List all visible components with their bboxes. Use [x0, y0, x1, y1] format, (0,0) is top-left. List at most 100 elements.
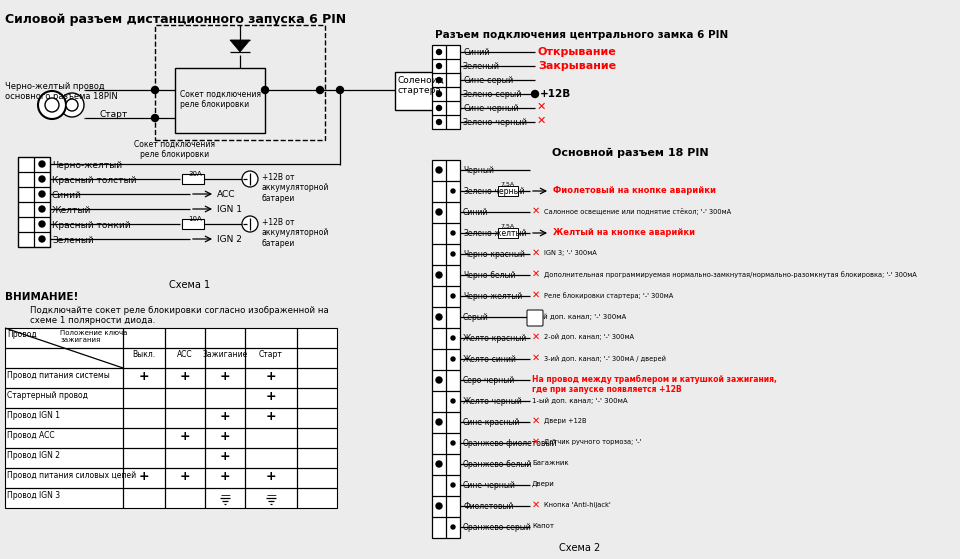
Text: +: +	[138, 470, 150, 483]
Text: ACC: ACC	[178, 350, 193, 359]
Text: ✕: ✕	[532, 290, 540, 300]
Text: Провод IGN 3: Провод IGN 3	[7, 491, 60, 500]
Text: 7,5А: 7,5А	[500, 182, 515, 187]
Text: Желтый на кнопке аварийки: Желтый на кнопке аварийки	[553, 228, 695, 237]
Text: На провод между трамблером и катушкой зажигания,
где при запуске появляется +12В: На провод между трамблером и катушкой за…	[532, 375, 777, 395]
Text: Старт: Старт	[259, 350, 283, 359]
Text: Синий: Синий	[463, 48, 490, 57]
Text: 30A: 30A	[188, 171, 202, 177]
Text: Зеленый: Зеленый	[463, 62, 500, 71]
Text: ACC: ACC	[217, 190, 235, 199]
Text: Кнопка 'Anti-hijack': Кнопка 'Anti-hijack'	[544, 502, 611, 508]
Text: Провод: Провод	[7, 330, 36, 339]
Text: +: +	[220, 410, 230, 423]
Text: 2-ой доп. канал; '-' 300мА: 2-ой доп. канал; '-' 300мА	[532, 313, 626, 320]
Bar	[395, 72, 460, 110]
Circle shape	[436, 419, 442, 425]
Text: Выкл.: Выкл.	[132, 350, 156, 359]
Text: Старт: Старт	[100, 110, 129, 119]
Bar	[18, 157, 50, 247]
Circle shape	[436, 314, 442, 320]
Circle shape	[39, 236, 45, 242]
Text: Зелено-черный: Зелено-черный	[463, 187, 524, 196]
Text: Провод ACC: Провод ACC	[7, 431, 55, 440]
Circle shape	[437, 92, 442, 97]
Text: Красный толстый: Красный толстый	[52, 176, 136, 185]
Text: +12В от
аккумуляторной
батареи: +12В от аккумуляторной батареи	[262, 218, 329, 248]
Circle shape	[451, 252, 455, 256]
Circle shape	[436, 377, 442, 383]
Bar	[5, 328, 337, 508]
Text: Провод питания системы: Провод питания системы	[7, 371, 109, 380]
Text: +: +	[180, 430, 190, 443]
Text: Черно-красный: Черно-красный	[463, 250, 525, 259]
Text: +: +	[266, 410, 276, 423]
Text: Желто-синий: Желто-синий	[463, 355, 516, 364]
Text: +: +	[266, 390, 276, 403]
Text: 3-ий доп. канал; '-' 300мА / дверей: 3-ий доп. канал; '-' 300мА / дверей	[544, 355, 666, 362]
Text: Сине-черный: Сине-черный	[463, 104, 518, 113]
Text: Провод IGN 2: Провод IGN 2	[7, 451, 60, 460]
Text: +: +	[220, 470, 230, 483]
Text: +: +	[266, 370, 276, 383]
Text: +: +	[180, 370, 190, 383]
Text: ✕: ✕	[532, 500, 540, 510]
Bar	[175, 68, 265, 133]
Text: Черно-белый: Черно-белый	[463, 271, 516, 280]
Circle shape	[437, 50, 442, 54]
Text: Серый: Серый	[463, 313, 489, 322]
Text: Положение ключа
зажигания: Положение ключа зажигания	[60, 330, 128, 343]
Text: Схема 2: Схема 2	[560, 543, 601, 553]
Bar	[182, 174, 204, 184]
Text: Красный тонкий: Красный тонкий	[52, 221, 131, 230]
Text: Оранжево-фиолетовый: Оранжево-фиолетовый	[463, 439, 558, 448]
Text: Дополнительная программируемая нормально-замкнутая/нормально-разомкнутая блокиро: Дополнительная программируемая нормально…	[544, 271, 917, 278]
Text: Фиолетовый на кнопке аварийки: Фиолетовый на кнопке аварийки	[553, 186, 716, 195]
Text: Зелено-черный: Зелено-черный	[463, 118, 528, 127]
Text: Сокет подключения
реле блокировки: Сокет подключения реле блокировки	[180, 90, 261, 110]
Text: ✕: ✕	[532, 353, 540, 363]
Text: IGN 2: IGN 2	[217, 235, 242, 244]
Text: Силовой разъем дистанционного запуска 6 PIN: Силовой разъем дистанционного запуска 6 …	[5, 13, 347, 26]
Text: ✕: ✕	[532, 269, 540, 279]
Text: 1-ый доп. канал; '-' 300мА: 1-ый доп. канал; '-' 300мА	[532, 397, 628, 404]
Text: —: —	[266, 490, 276, 500]
Bar	[182, 219, 204, 229]
Circle shape	[436, 209, 442, 215]
Text: Зажигание: Зажигание	[203, 350, 248, 359]
Text: Двери +12В: Двери +12В	[544, 418, 587, 424]
Text: Серо-черный: Серо-черный	[463, 376, 516, 385]
Text: ✕: ✕	[537, 116, 546, 126]
Text: 2-ой доп. канал; '-' 300мА: 2-ой доп. канал; '-' 300мА	[544, 334, 634, 340]
Text: ✕: ✕	[532, 248, 540, 258]
Text: IGN 1: IGN 1	[217, 205, 242, 214]
Circle shape	[337, 87, 344, 93]
Circle shape	[451, 336, 455, 340]
Text: Провод питания силовых цепей: Провод питания силовых цепей	[7, 471, 136, 480]
Text: ✕: ✕	[532, 332, 540, 342]
Text: Схема 1: Схема 1	[169, 280, 210, 290]
Text: Черно-желтый: Черно-желтый	[463, 292, 522, 301]
Circle shape	[436, 167, 442, 173]
Text: Провод IGN 1: Провод IGN 1	[7, 411, 60, 420]
Bar	[498, 228, 518, 238]
Text: Желтый: Желтый	[52, 206, 91, 215]
Circle shape	[39, 176, 45, 182]
Text: Салонное освещение или поднятие стёкол; '-' 300мА: Салонное освещение или поднятие стёкол; …	[544, 208, 732, 215]
Text: Фиолетовый: Фиолетовый	[463, 502, 514, 511]
Circle shape	[66, 99, 78, 111]
Text: Двери: Двери	[532, 481, 555, 487]
Text: Синий: Синий	[52, 191, 82, 200]
Circle shape	[451, 483, 455, 487]
Text: Разъем подключения центрального замка 6 PIN: Разъем подключения центрального замка 6 …	[435, 30, 729, 40]
Text: +: +	[266, 470, 276, 483]
Text: +12В: +12В	[540, 89, 571, 99]
Circle shape	[451, 189, 455, 193]
Circle shape	[38, 91, 66, 119]
Text: Багажник: Багажник	[532, 460, 568, 466]
Text: Стартерный провод: Стартерный провод	[7, 391, 88, 400]
Bar	[155, 25, 325, 140]
Text: +: +	[220, 370, 230, 383]
Circle shape	[451, 294, 455, 298]
Text: Основной разъем 18 PIN: Основной разъем 18 PIN	[552, 148, 708, 158]
